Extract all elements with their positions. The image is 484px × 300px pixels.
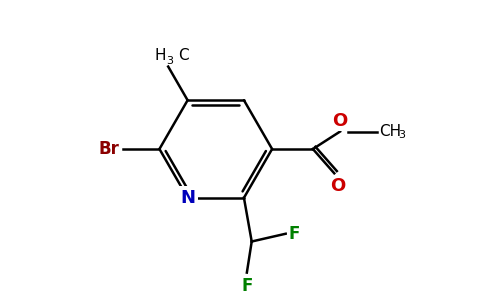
Text: O: O — [333, 112, 348, 130]
Text: 3: 3 — [166, 56, 173, 66]
Text: H: H — [155, 48, 166, 63]
Text: Br: Br — [99, 140, 120, 158]
Text: C: C — [178, 48, 189, 63]
Text: 3: 3 — [398, 130, 406, 140]
Text: F: F — [288, 225, 300, 243]
Text: N: N — [180, 189, 195, 207]
Text: O: O — [331, 177, 346, 195]
Text: CH: CH — [379, 124, 401, 139]
Text: F: F — [241, 278, 253, 296]
